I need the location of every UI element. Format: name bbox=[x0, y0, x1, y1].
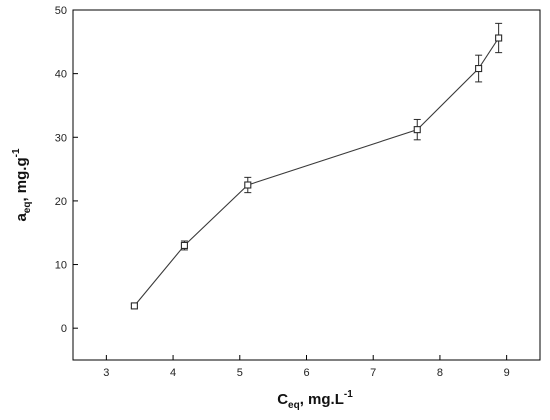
y-tick-label: 30 bbox=[55, 132, 67, 144]
tick-labels: 3 4 5 6 7 8 9 0 10 20 30 40 50 bbox=[55, 5, 510, 379]
x-tick-label: 3 bbox=[103, 367, 109, 379]
x-tick-label: 9 bbox=[504, 367, 510, 379]
y-tick-label: 50 bbox=[55, 5, 67, 17]
plot-frame bbox=[72, 9, 541, 361]
y-axis-title: aeq, mg.g-1 bbox=[11, 148, 33, 222]
data-point bbox=[130, 302, 138, 310]
x-tick-label: 7 bbox=[370, 367, 376, 379]
data-point bbox=[180, 241, 188, 250]
y-tick-label: 20 bbox=[55, 196, 67, 208]
y-tick-label: 0 bbox=[61, 323, 67, 335]
y-tick-label: 10 bbox=[55, 260, 67, 272]
x-tick-label: 4 bbox=[170, 367, 176, 379]
y-tick-label: 40 bbox=[55, 69, 67, 81]
series-line bbox=[133, 37, 500, 307]
data-series bbox=[130, 22, 503, 310]
data-point bbox=[413, 126, 421, 134]
data-point bbox=[495, 34, 503, 42]
x-axis-title: Ceq, mg.L-1 bbox=[277, 389, 353, 411]
x-tick-label: 6 bbox=[303, 367, 309, 379]
data-point bbox=[244, 181, 252, 189]
x-tick-label: 8 bbox=[437, 367, 443, 379]
x-tick-label: 5 bbox=[237, 367, 243, 379]
data-point bbox=[475, 64, 483, 73]
axis-ticks bbox=[73, 9, 508, 360]
